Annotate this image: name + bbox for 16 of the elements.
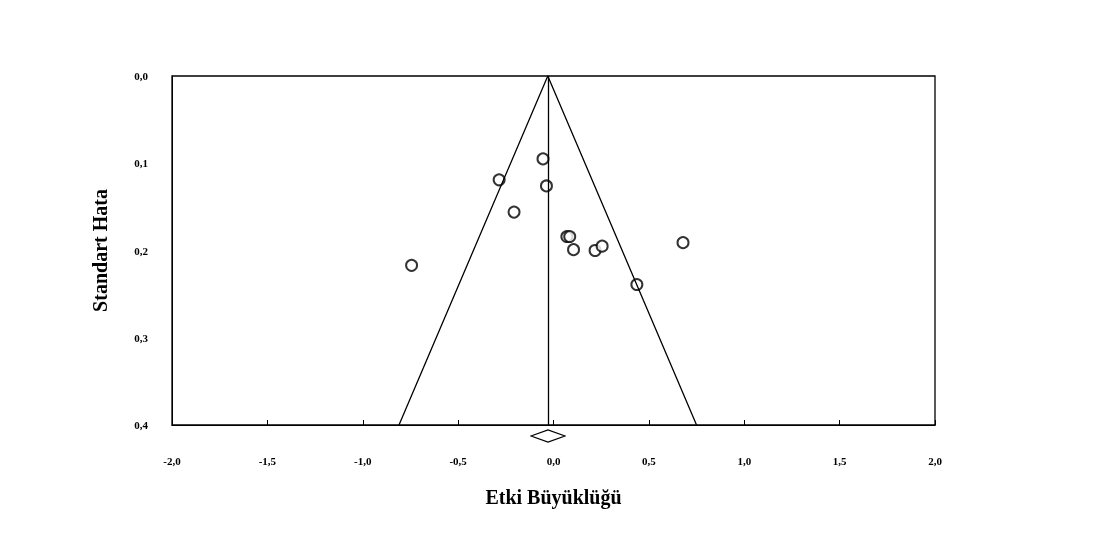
y-tick-label: 0,0 — [134, 70, 149, 82]
x-tick-label: -0,5 — [449, 454, 468, 467]
x-tick-label: -1,0 — [354, 454, 372, 467]
y-tick-label: 0,1 — [134, 157, 148, 170]
x-tick-label: 0,0 — [546, 454, 561, 467]
x-tick-label: 1,0 — [737, 454, 752, 467]
x-tick-label: 1,5 — [832, 454, 847, 467]
x-tick-label: -1,5 — [258, 454, 277, 467]
y-axis-title: Standart Hata — [89, 189, 111, 312]
x-axis-title: Etki Büyüklüğü — [485, 486, 622, 509]
x-tick-label: 2,0 — [928, 454, 943, 467]
x-tick-label: -2,0 — [163, 454, 182, 467]
y-tick-label: 0,4 — [134, 419, 149, 431]
y-tick-label: 0,2 — [134, 244, 149, 257]
x-tick-label: 0,5 — [642, 454, 657, 467]
y-tick-label: 0,3 — [134, 331, 149, 344]
